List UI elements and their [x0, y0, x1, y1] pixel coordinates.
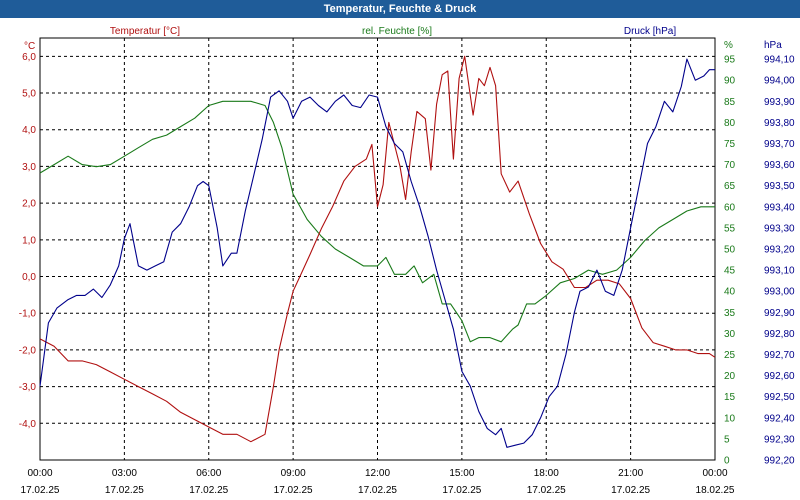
- temp-tick-label: -3,0: [19, 382, 37, 393]
- x-tick-time: 00:00: [27, 468, 52, 479]
- legend-temperature: Temperatur [°C]: [110, 26, 180, 37]
- humidity-tick-label: 65: [724, 181, 736, 192]
- x-tick-date: 17.02.25: [274, 485, 313, 496]
- plot-frame: [39, 37, 716, 461]
- humidity-tick-label: 40: [724, 287, 736, 298]
- humidity-tick-label: 50: [724, 245, 736, 256]
- x-tick-time: 09:00: [281, 468, 306, 479]
- x-tick-time: 03:00: [112, 468, 137, 479]
- pressure-tick-label: 992,70: [764, 350, 795, 361]
- temp-tick-label: 5,0: [22, 89, 36, 100]
- humidity-tick-label: 10: [724, 413, 736, 424]
- pressure-unit: hPa: [764, 40, 782, 51]
- pressure-tick-label: 993,00: [764, 287, 795, 298]
- humidity-tick-label: 5: [724, 434, 730, 445]
- humidity-tick-label: 80: [724, 118, 736, 129]
- pressure-tick-label: 992,40: [764, 413, 795, 424]
- x-tick-time: 18:00: [534, 468, 559, 479]
- x-tick-date: 17.02.25: [611, 485, 650, 496]
- humidity-tick-label: 70: [724, 160, 736, 171]
- x-tick-time: 15:00: [449, 468, 474, 479]
- temp-tick-label: 3,0: [22, 162, 36, 173]
- temp-tick-label: 0,0: [22, 272, 36, 283]
- pressure-tick-label: 993,10: [764, 266, 795, 277]
- temp-tick-label: 6,0: [22, 52, 36, 63]
- x-tick-date: 17.02.25: [527, 485, 566, 496]
- pressure-tick-label: 992,50: [764, 392, 795, 403]
- pressure-tick-label: 992,30: [764, 434, 795, 445]
- temp-tick-label: 1,0: [22, 235, 36, 246]
- humidity-tick-label: 85: [724, 97, 736, 108]
- pressure-tick-label: 992,60: [764, 371, 795, 382]
- humidity-tick-label: 45: [724, 266, 736, 277]
- x-tick-date: 17.02.25: [442, 485, 481, 496]
- humidity-tick-label: 55: [724, 223, 736, 234]
- x-tick-time: 21:00: [618, 468, 643, 479]
- pressure-tick-label: 993,20: [764, 245, 795, 256]
- legend-humidity: rel. Feuchte [%]: [362, 26, 432, 37]
- x-tick-time: 12:00: [365, 468, 390, 479]
- humidity-tick-label: 90: [724, 76, 736, 87]
- humidity-tick-label: 95: [724, 55, 736, 66]
- temp-tick-label: -1,0: [19, 309, 37, 320]
- pressure-tick-label: 993,60: [764, 160, 795, 171]
- window-title: Temperatur, Feuchte & Druck: [0, 0, 800, 18]
- humidity-tick-label: 60: [724, 202, 736, 213]
- x-tick-time: 00:00: [702, 468, 727, 479]
- temp-tick-label: -4,0: [19, 419, 37, 430]
- pressure-tick-label: 994,10: [764, 55, 795, 66]
- x-tick-date: 17.02.25: [105, 485, 144, 496]
- x-tick-date: 17.02.25: [21, 485, 60, 496]
- series-lines: [39, 55, 716, 448]
- humidity-tick-label: 75: [724, 139, 736, 150]
- pressure-tick-label: 992,20: [764, 456, 795, 467]
- pressure-tick-label: 993,90: [764, 97, 795, 108]
- pressure-tick-label: 992,80: [764, 329, 795, 340]
- pressure-tick-label: 993,80: [764, 118, 795, 129]
- series-line-humidity: [39, 100, 715, 343]
- x-tick-date: 18.02.25: [696, 485, 735, 496]
- pressure-tick-label: 994,00: [764, 76, 795, 87]
- temp-tick-label: -2,0: [19, 345, 37, 356]
- humidity-tick-label: 0: [724, 456, 730, 467]
- humidity-tick-label: 15: [724, 392, 736, 403]
- pressure-tick-label: 993,50: [764, 181, 795, 192]
- legend-pressure: Druck [hPa]: [624, 26, 676, 37]
- humidity-tick-label: 30: [724, 329, 736, 340]
- x-tick-date: 17.02.25: [189, 485, 228, 496]
- humidity-unit: %: [724, 40, 733, 51]
- humidity-tick-label: 25: [724, 350, 736, 361]
- humidity-tick-label: 35: [724, 308, 736, 319]
- temp-tick-label: 2,0: [22, 199, 36, 210]
- pressure-tick-label: 993,40: [764, 202, 795, 213]
- series-line-pressure: [39, 58, 715, 448]
- pressure-tick-label: 993,70: [764, 139, 795, 150]
- temp-unit: °C: [24, 41, 35, 52]
- pressure-tick-label: 993,30: [764, 223, 795, 234]
- pressure-tick-label: 992,90: [764, 308, 795, 319]
- temp-tick-label: 4,0: [22, 125, 36, 136]
- x-tick-date: 17.02.25: [358, 485, 397, 496]
- labels: 00:00 17.02.25 03:00 17.02.25 06:00 17.02.25 0…: [19, 26, 795, 496]
- x-tick-time: 06:00: [196, 468, 221, 479]
- humidity-tick-label: 20: [724, 371, 736, 382]
